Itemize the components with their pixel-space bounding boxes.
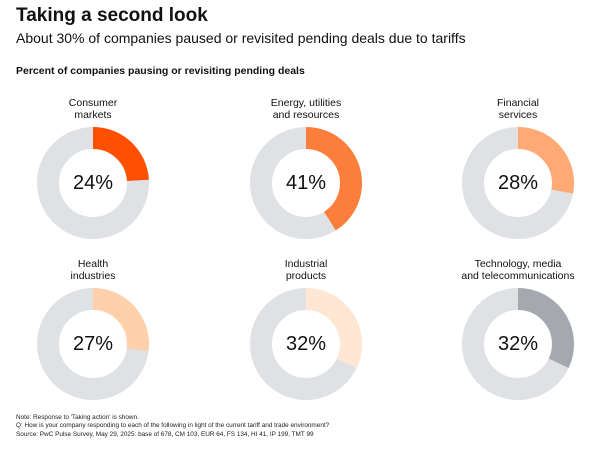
donut-tile-energy: Energy, utilities and resources 41% (226, 95, 386, 265)
category-label: Consumer markets (68, 97, 118, 121)
question-text: Q: How is your company responding to eac… (16, 422, 330, 430)
value-label: 28% (497, 171, 539, 194)
category-label: Technology, media and telecommunications (461, 258, 575, 282)
category-label: Industrial products (284, 258, 328, 282)
donut-slice (37, 288, 149, 400)
category-label: Energy, utilities and resources (270, 97, 342, 121)
donut-chart: 41% (248, 125, 364, 241)
value-label: 24% (72, 171, 114, 194)
donut-svg (462, 288, 574, 400)
page-subtitle: About 30% of companies paused or revisit… (16, 30, 466, 46)
donut-tile-health-industries: Health industries 27% (13, 256, 173, 426)
donut-tile-financial-services: Financial services 28% (438, 95, 598, 265)
value-label: 27% (72, 332, 114, 355)
donut-chart: 32% (248, 286, 364, 402)
donut-svg (250, 288, 362, 400)
donut-svg (250, 127, 362, 239)
donut-slice (250, 288, 362, 400)
donut-tile-industrial-products: Industrial products 32% (226, 256, 386, 426)
category-label: Health industries (70, 258, 116, 282)
donut-slice (250, 127, 362, 239)
donut-svg (37, 288, 149, 400)
donut-chart: 24% (35, 125, 151, 241)
footnotes: Note: Response to 'Taking action' is sho… (16, 414, 329, 439)
value-label: 41% (285, 171, 327, 194)
donut-slice (462, 127, 574, 239)
category-label: Financial services (496, 97, 540, 121)
value-label: 32% (497, 332, 539, 355)
donut-tile-consumer-markets: Consumer markets 24% (13, 95, 173, 265)
donut-svg (37, 127, 149, 239)
donut-slice (462, 288, 574, 400)
chart-label: Percent of companies pausing or revisiti… (16, 65, 305, 77)
note-text: Note: Response to 'Taking action' is sho… (16, 414, 139, 421)
donut-slice (37, 127, 149, 239)
donut-chart: 27% (35, 286, 151, 402)
donut-tile-technology: Technology, media and telecommunications… (438, 256, 598, 426)
donut-chart: 28% (460, 125, 576, 241)
value-label: 32% (285, 332, 327, 355)
page-title: Taking a second look (16, 5, 208, 26)
source-text: Source: PwC Pulse Survey, May 29, 2025: … (16, 430, 314, 438)
donut-chart: 32% (460, 286, 576, 402)
donut-svg (462, 127, 574, 239)
